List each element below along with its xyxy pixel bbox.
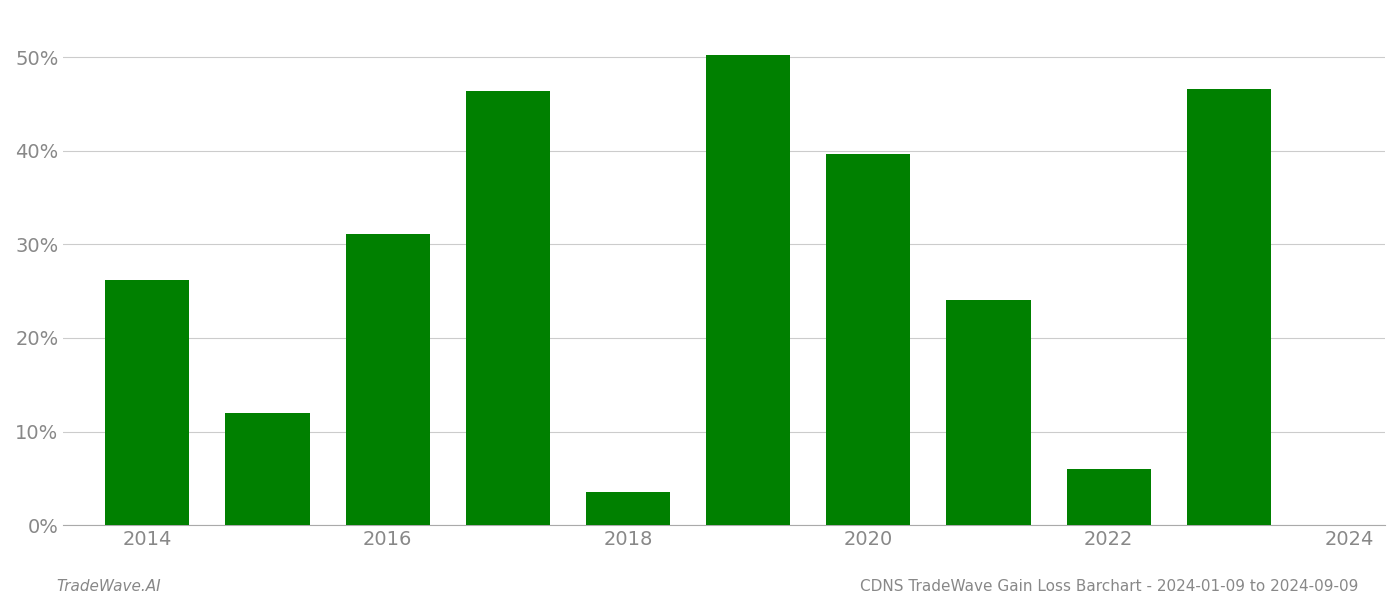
Bar: [225, 413, 309, 525]
Bar: [946, 299, 1030, 525]
Text: TradeWave.AI: TradeWave.AI: [56, 579, 161, 594]
Bar: [466, 91, 550, 525]
Bar: [587, 493, 671, 525]
Bar: [346, 234, 430, 525]
Bar: [105, 280, 189, 525]
Bar: [1187, 89, 1271, 525]
Bar: [826, 154, 910, 525]
Bar: [706, 55, 790, 525]
Bar: [1067, 469, 1151, 525]
Text: CDNS TradeWave Gain Loss Barchart - 2024-01-09 to 2024-09-09: CDNS TradeWave Gain Loss Barchart - 2024…: [860, 579, 1358, 594]
